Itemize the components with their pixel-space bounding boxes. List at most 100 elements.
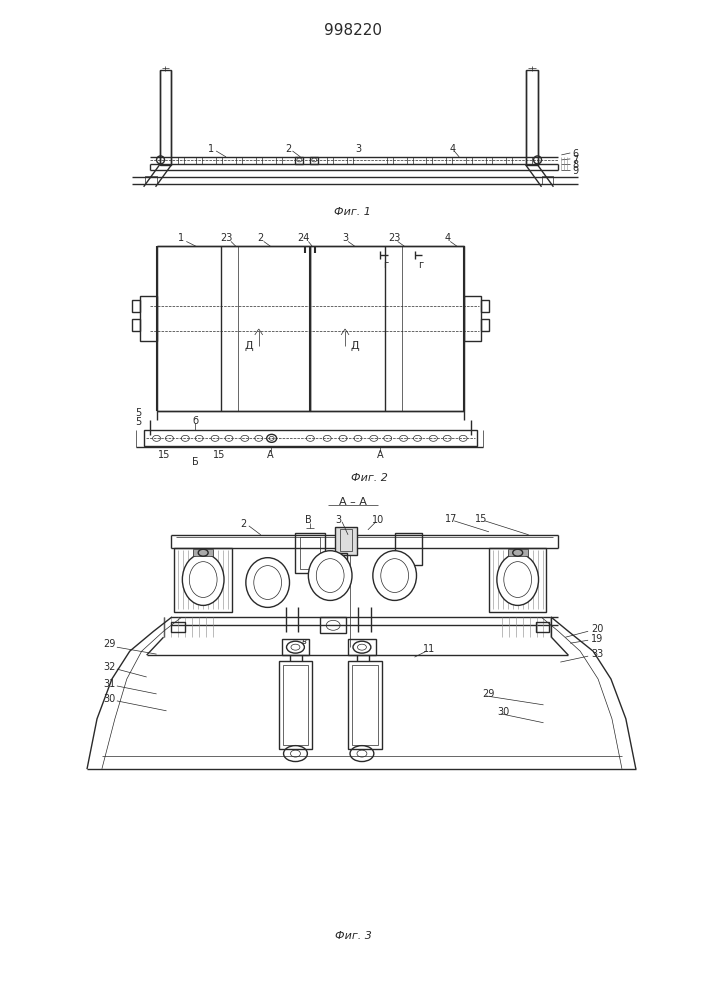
Text: Фиг. 3: Фиг. 3 [334, 931, 371, 941]
Bar [348, 661, 382, 749]
Ellipse shape [182, 554, 224, 605]
Bar [525, 70, 537, 165]
Text: Фиг. 2: Фиг. 2 [351, 473, 388, 483]
Text: 23: 23 [388, 233, 401, 243]
Bar [276, 157, 281, 164]
Bar [481, 300, 489, 312]
Text: 10: 10 [372, 515, 384, 525]
Text: 15: 15 [475, 514, 487, 524]
Bar [281, 639, 310, 655]
Text: 24: 24 [297, 233, 310, 243]
Text: Д: Д [245, 341, 253, 351]
Bar [352, 665, 378, 745]
Bar [175, 548, 232, 612]
Text: 998220: 998220 [324, 23, 382, 38]
Bar [387, 157, 392, 164]
Bar [407, 157, 412, 164]
Bar [536, 622, 549, 632]
Text: 31: 31 [104, 679, 116, 689]
Text: 23: 23 [220, 233, 232, 243]
Bar [283, 665, 308, 745]
Bar [335, 527, 357, 555]
Text: г: г [418, 260, 423, 270]
Bar [160, 70, 171, 165]
Bar [327, 157, 333, 164]
Bar [446, 157, 452, 164]
Ellipse shape [308, 551, 352, 600]
Text: 4: 4 [444, 233, 450, 243]
Bar [395, 533, 423, 565]
Text: 7: 7 [572, 155, 578, 165]
Bar [193, 549, 213, 556]
Bar [310, 246, 464, 410]
Bar [481, 319, 489, 331]
Text: Д: Д [351, 341, 359, 351]
Text: 29: 29 [104, 639, 116, 649]
Bar [542, 176, 554, 184]
Bar [216, 157, 222, 164]
Text: 3: 3 [355, 144, 361, 154]
Text: 9: 9 [572, 166, 578, 176]
Text: В: В [305, 515, 312, 525]
Bar [156, 246, 310, 410]
Text: б: б [192, 416, 199, 426]
Text: в: в [302, 637, 307, 646]
Text: 2: 2 [240, 519, 246, 529]
Text: 4: 4 [449, 144, 455, 154]
Text: Фиг. 1: Фиг. 1 [334, 207, 370, 217]
Ellipse shape [246, 558, 289, 607]
Ellipse shape [497, 554, 539, 605]
Bar [140, 296, 156, 341]
Bar [132, 319, 140, 331]
Bar [464, 296, 481, 341]
Text: 32: 32 [104, 662, 116, 672]
Text: 30: 30 [498, 707, 510, 717]
Bar [300, 537, 320, 569]
Bar [466, 157, 472, 164]
Text: 2: 2 [286, 144, 292, 154]
Text: 30: 30 [104, 694, 116, 704]
Text: г: г [383, 260, 388, 270]
Text: 3: 3 [335, 515, 341, 525]
Bar [508, 549, 527, 556]
Bar [525, 157, 532, 164]
Bar [348, 639, 376, 655]
Bar [178, 157, 185, 164]
Bar [145, 176, 156, 184]
Text: 1: 1 [178, 233, 185, 243]
Text: А – А: А – А [339, 497, 367, 507]
Bar [489, 548, 547, 612]
Text: 5: 5 [136, 408, 141, 418]
Text: 17: 17 [445, 514, 457, 524]
Text: 19: 19 [591, 634, 603, 644]
Bar [340, 529, 352, 551]
Bar [335, 553, 347, 567]
Bar [132, 300, 140, 312]
Bar [347, 157, 353, 164]
Bar [320, 617, 346, 633]
Text: 2: 2 [257, 233, 264, 243]
Text: 8: 8 [572, 160, 578, 170]
Text: 11: 11 [423, 644, 436, 654]
Text: 1: 1 [208, 144, 214, 154]
Bar [256, 157, 262, 164]
Bar [197, 157, 202, 164]
Text: 15: 15 [158, 450, 170, 460]
Text: А: А [377, 450, 383, 460]
Bar [296, 157, 303, 164]
Text: 5: 5 [136, 417, 141, 427]
Bar [279, 661, 312, 749]
Text: 6: 6 [572, 149, 578, 159]
Bar [486, 157, 492, 164]
Text: 15: 15 [213, 450, 226, 460]
Bar [296, 533, 325, 573]
Text: 29: 29 [483, 689, 495, 699]
Bar [171, 622, 185, 632]
Bar [310, 157, 318, 164]
Text: Б: Б [192, 457, 199, 467]
Text: 33: 33 [591, 649, 603, 659]
Bar [506, 157, 512, 164]
Text: 20: 20 [591, 624, 604, 634]
Bar [236, 157, 242, 164]
Text: А: А [267, 450, 274, 460]
